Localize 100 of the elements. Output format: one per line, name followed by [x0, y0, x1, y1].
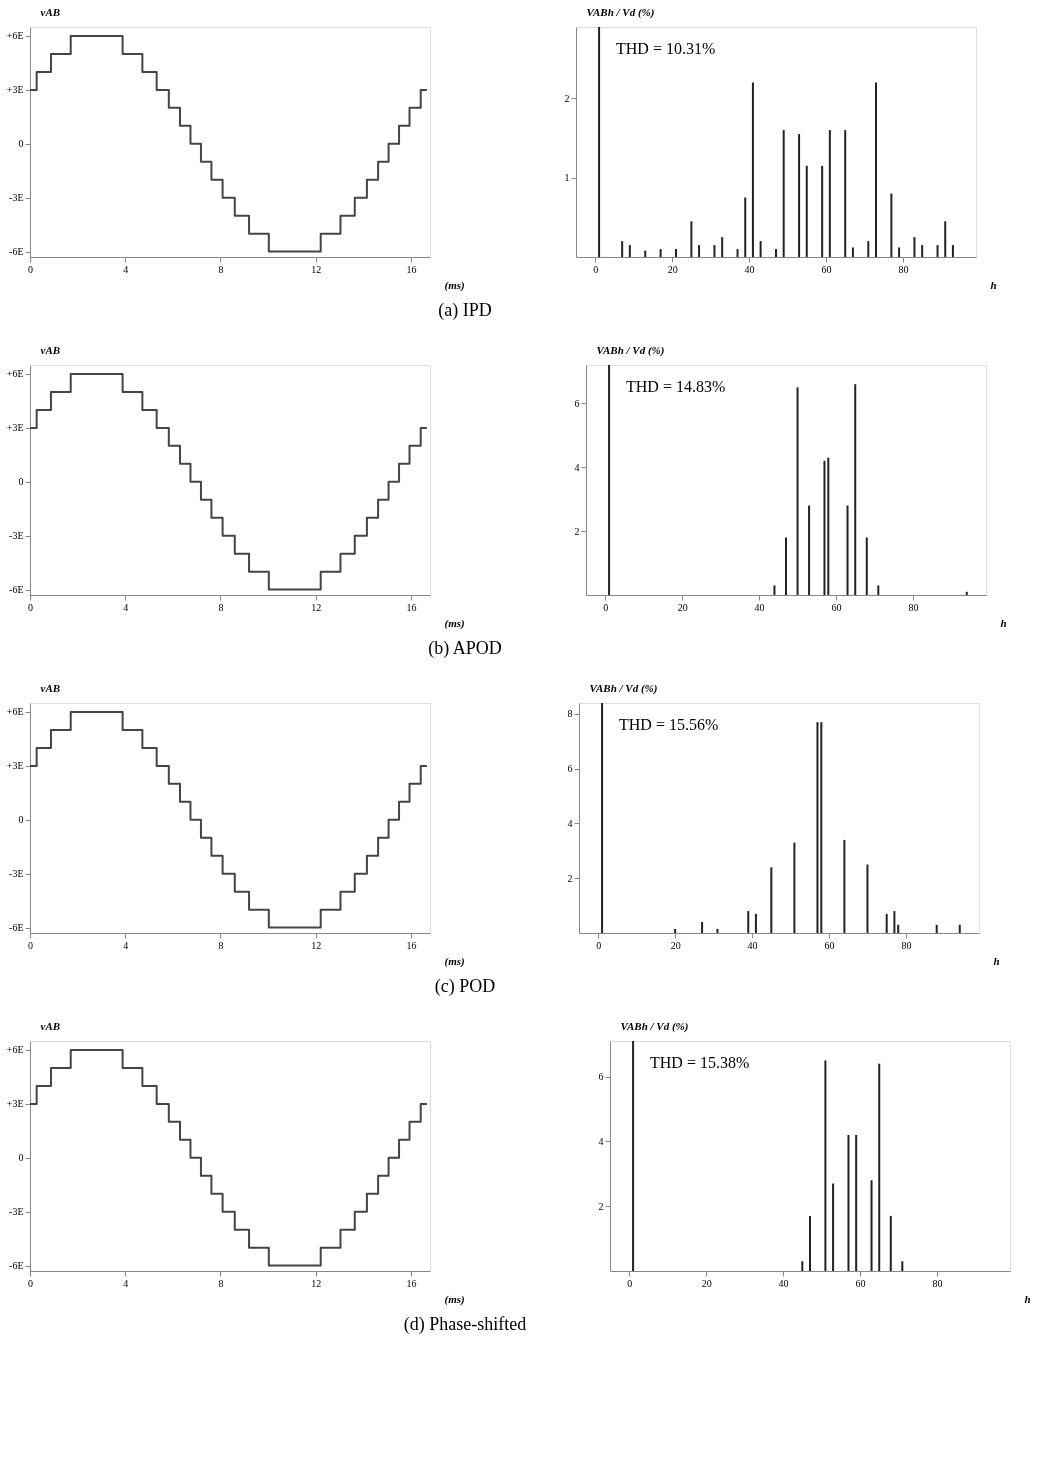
bar [851, 247, 854, 257]
x-tick-label: 0 [28, 1277, 33, 1289]
y-tick-label: 2 [567, 872, 573, 884]
x-tick-label: 8 [218, 1277, 224, 1289]
x-tick-label: 60 [855, 1277, 866, 1289]
bar [744, 197, 747, 257]
bar [855, 1134, 858, 1271]
x-tick-label: 60 [824, 939, 835, 951]
y-tick-label: 6 [567, 763, 573, 775]
y-tick-label: 2 [598, 1200, 604, 1212]
bar [721, 237, 724, 257]
bar [809, 1215, 811, 1271]
bar [773, 585, 776, 595]
bar [865, 537, 868, 595]
bar [782, 130, 785, 257]
bar [898, 247, 901, 257]
x-tick-label: 16 [406, 1277, 417, 1289]
x-tick-label: 4 [123, 601, 129, 613]
bar [877, 585, 880, 595]
bar [713, 245, 716, 257]
bar [901, 1261, 904, 1271]
bar [944, 221, 947, 257]
bar [751, 82, 754, 257]
y-tick-label: 6 [574, 397, 580, 409]
bar [820, 722, 823, 933]
y-tick-label: +3E [6, 84, 24, 96]
bar [785, 537, 787, 595]
bar [875, 82, 877, 257]
y-tick-label: -3E [9, 868, 24, 880]
annotation: THD = 14.83% [626, 378, 726, 395]
bar [798, 134, 801, 257]
text: (a) IPD [438, 300, 492, 321]
y-tick-label: 8 [567, 708, 573, 720]
y-tick-label: 2 [574, 525, 580, 537]
y-axis-title: vAB [40, 343, 61, 356]
x-tick-label: 80 [901, 939, 912, 951]
bar [690, 221, 693, 257]
x-tick-label: 40 [744, 263, 755, 275]
y-tick-label: 0 [18, 138, 24, 150]
annotation: THD = 10.31% [616, 40, 716, 57]
y-tick-label: 2 [564, 92, 570, 104]
bar [878, 1063, 881, 1271]
bar [674, 928, 677, 933]
x-tick-label: 12 [311, 263, 322, 275]
bar [965, 591, 968, 595]
bar [824, 1060, 827, 1271]
x-tick-label: 40 [747, 939, 758, 951]
bar [808, 505, 811, 595]
annotation: THD = 15.38% [650, 1054, 750, 1071]
y-tick-label: -6E [9, 1260, 24, 1272]
x-tick-label: 8 [218, 263, 224, 275]
x-tick-label: 40 [754, 601, 765, 613]
y-tick-label: -3E [9, 1206, 24, 1218]
bar [736, 249, 739, 257]
x-tick-label: 8 [218, 939, 224, 951]
text: (b) APOD [428, 638, 502, 659]
bar [628, 245, 631, 257]
y-axis-title: VABh / Vd (%) [589, 681, 658, 695]
bar [827, 457, 830, 595]
bar [796, 387, 799, 595]
x-tick-label: 4 [123, 939, 129, 951]
bar [775, 249, 777, 257]
x-tick-label: 16 [406, 601, 417, 613]
x-tick-label: 40 [778, 1277, 789, 1289]
y-tick-label: 4 [574, 461, 580, 473]
bar [770, 867, 773, 933]
x-axis-title: (ms) [444, 1292, 465, 1306]
bar [675, 249, 677, 257]
bar [601, 703, 604, 933]
bar [897, 924, 900, 933]
x-tick-label: 16 [406, 263, 417, 275]
bar [846, 505, 849, 595]
x-tick-label: 4 [123, 1277, 129, 1289]
y-tick-label: 4 [598, 1135, 604, 1147]
bar [759, 241, 762, 257]
x-tick-label: 20 [670, 939, 681, 951]
x-tick-label: 0 [28, 601, 33, 613]
bar [801, 1261, 804, 1271]
bar [621, 241, 624, 257]
bar [828, 130, 831, 257]
bar [823, 460, 826, 595]
y-tick-label: 6 [598, 1071, 604, 1083]
y-tick-label: 4 [567, 817, 573, 829]
bar [866, 864, 869, 933]
bar [913, 237, 916, 257]
bar [598, 27, 601, 257]
x-tick-label: 0 [28, 939, 33, 951]
y-axis-title: VABh / Vd (%) [620, 1019, 689, 1033]
bar [644, 250, 647, 257]
y-tick-label: +6E [6, 368, 24, 380]
bar [847, 1134, 850, 1271]
bar [608, 365, 611, 595]
x-tick-label: 16 [406, 939, 417, 951]
bar [889, 1215, 892, 1271]
x-tick-label: 60 [821, 263, 832, 275]
bar [921, 245, 924, 257]
bar [844, 130, 847, 257]
bar [935, 924, 938, 933]
x-axis-title: h [1024, 1292, 1031, 1305]
bar [832, 1183, 835, 1271]
